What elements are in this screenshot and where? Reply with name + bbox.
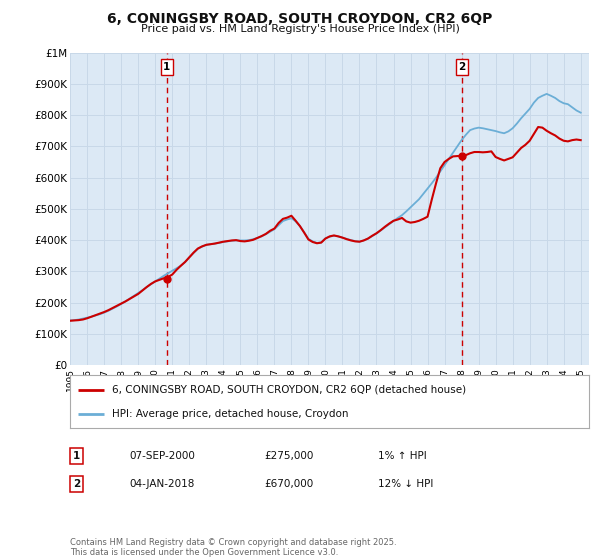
Text: HPI: Average price, detached house, Croydon: HPI: Average price, detached house, Croy… — [112, 409, 348, 419]
Text: 04-JAN-2018: 04-JAN-2018 — [129, 479, 194, 489]
Text: 6, CONINGSBY ROAD, SOUTH CROYDON, CR2 6QP: 6, CONINGSBY ROAD, SOUTH CROYDON, CR2 6Q… — [107, 12, 493, 26]
Text: 2: 2 — [73, 479, 80, 489]
Text: 1% ↑ HPI: 1% ↑ HPI — [378, 451, 427, 461]
Text: 2: 2 — [458, 62, 466, 72]
Text: Contains HM Land Registry data © Crown copyright and database right 2025.
This d: Contains HM Land Registry data © Crown c… — [70, 538, 397, 557]
Text: 12% ↓ HPI: 12% ↓ HPI — [378, 479, 433, 489]
Text: 1: 1 — [73, 451, 80, 461]
Text: £275,000: £275,000 — [264, 451, 313, 461]
Text: 6, CONINGSBY ROAD, SOUTH CROYDON, CR2 6QP (detached house): 6, CONINGSBY ROAD, SOUTH CROYDON, CR2 6Q… — [112, 385, 466, 395]
Text: 1: 1 — [163, 62, 170, 72]
Text: 07-SEP-2000: 07-SEP-2000 — [129, 451, 195, 461]
Text: Price paid vs. HM Land Registry's House Price Index (HPI): Price paid vs. HM Land Registry's House … — [140, 24, 460, 34]
Text: £670,000: £670,000 — [264, 479, 313, 489]
